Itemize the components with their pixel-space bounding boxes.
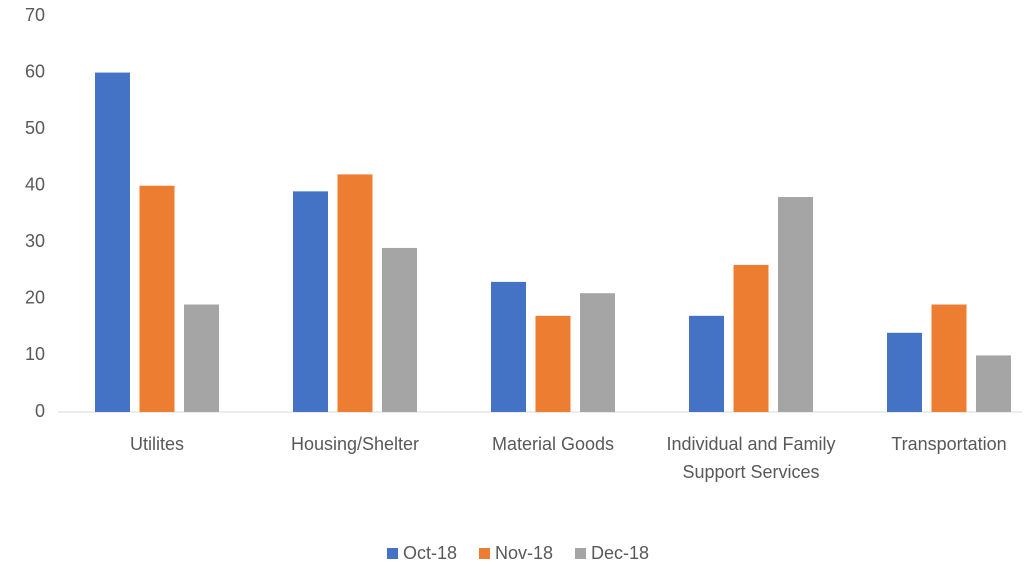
legend-swatch xyxy=(478,548,490,559)
y-tick-label: 10 xyxy=(25,344,45,364)
x-tick-label: Housing/Shelter xyxy=(290,434,420,454)
y-tick-label: 40 xyxy=(25,174,45,194)
legend-swatch xyxy=(575,548,587,559)
bar xyxy=(778,197,813,412)
y-tick-label: 20 xyxy=(25,288,45,308)
bar xyxy=(689,315,724,412)
bar xyxy=(580,293,615,412)
legend-label: Nov-18 xyxy=(494,543,554,563)
y-tick-label: 50 xyxy=(25,118,45,138)
legend-swatch xyxy=(386,548,398,559)
bar xyxy=(95,72,130,413)
y-tick-label: 60 xyxy=(25,61,45,81)
bar xyxy=(976,355,1011,412)
x-tick-label: Utilites xyxy=(129,434,184,454)
legend-label: Oct-18 xyxy=(402,543,457,563)
legend: Oct-18 Nov-18 Dec-18 xyxy=(0,543,1036,564)
x-tick-label: Material Goods xyxy=(491,434,615,454)
x-tick-label: Individual and Family Support Services xyxy=(666,434,836,482)
bar xyxy=(139,185,175,412)
bar xyxy=(337,174,373,412)
bar xyxy=(382,247,417,412)
y-tick-label: 0 xyxy=(35,401,45,421)
bar xyxy=(931,304,967,412)
y-tick-label: 70 xyxy=(25,5,45,25)
bar xyxy=(491,281,526,412)
bar xyxy=(293,191,328,412)
legend-item: Nov-18 xyxy=(478,543,554,564)
bar xyxy=(733,264,769,412)
x-tick-label: Transportation xyxy=(891,434,1007,454)
legend-item: Dec-18 xyxy=(575,543,649,564)
legend-item: Oct-18 xyxy=(386,543,457,564)
bar xyxy=(887,332,922,412)
y-tick-label: 30 xyxy=(25,231,45,251)
legend-label: Dec-18 xyxy=(591,543,650,563)
bar xyxy=(184,304,219,412)
bar xyxy=(535,315,571,412)
